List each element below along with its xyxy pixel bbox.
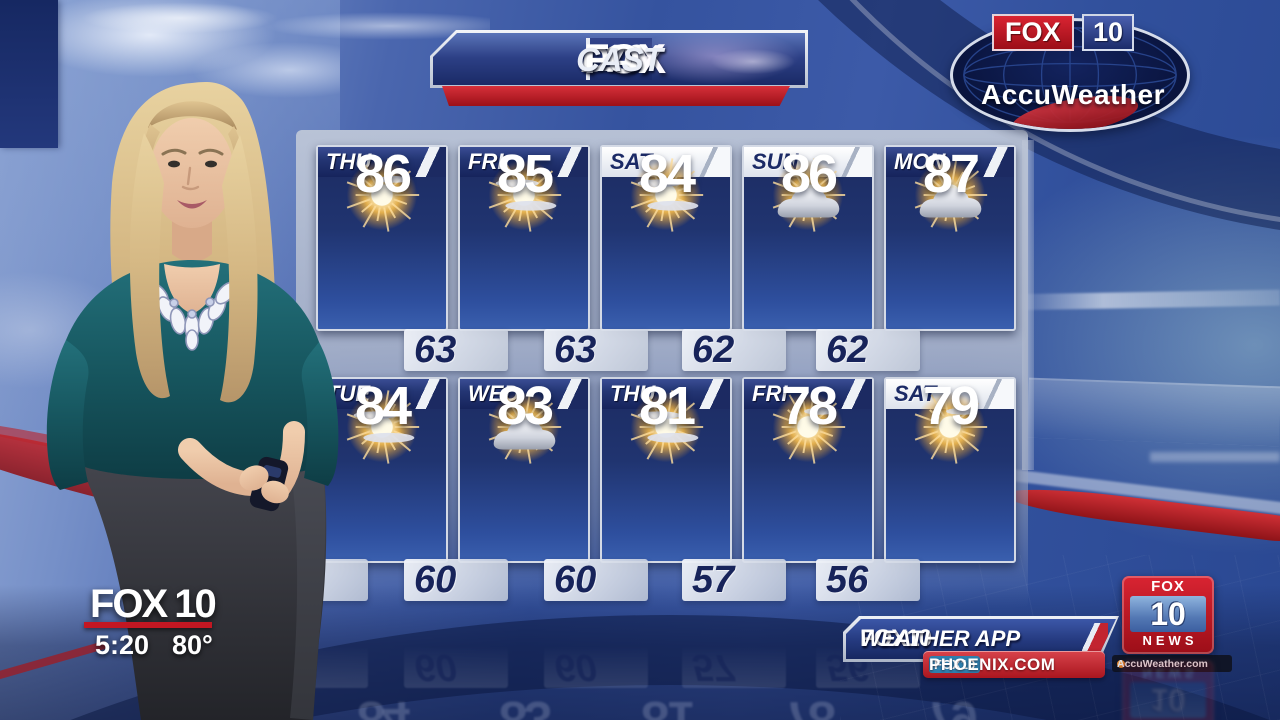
cloud-streaks-top xyxy=(60,0,490,48)
high-temp: 83 xyxy=(496,376,554,436)
low-temp-tab: 60 xyxy=(404,559,508,601)
corner-block-top-left xyxy=(0,0,58,148)
high-temp-reflection: 81 xyxy=(641,691,691,720)
light-streak-right-2 xyxy=(1150,452,1280,462)
promo-label: WEATHER APP xyxy=(860,626,1021,651)
low-temp: 63 xyxy=(414,328,457,371)
day-label: FRI xyxy=(752,381,788,406)
partly-cloudy-icon xyxy=(744,149,872,241)
mostly-sunny-icon xyxy=(602,381,730,473)
orange-dot-icon xyxy=(1117,659,1125,668)
forecast-card-thu: THU 81 xyxy=(600,377,732,563)
fox10-news-badge: FOX 10 NEWS xyxy=(1122,576,1214,654)
weather-presenter xyxy=(22,78,358,720)
fox-box: FOX xyxy=(992,14,1074,51)
forecast-card-sun: SUN 86 xyxy=(742,145,874,331)
presenter-face xyxy=(150,118,234,228)
bug-fox: FOX xyxy=(90,582,168,626)
partly-cloudy-icon xyxy=(460,381,588,473)
website-pill: FOX10 PHOENIX.COM xyxy=(923,651,1105,678)
title-banner-core: 10 DAY FOX CAST xyxy=(433,33,805,85)
accuweather-url: AccuWeather.com xyxy=(1117,657,1208,670)
ten-box: 10 xyxy=(1082,14,1135,51)
low-temp-tab: 57 xyxy=(682,559,786,601)
high-temp-reflection: 78 xyxy=(783,691,833,720)
low-temp-reflection: 60 xyxy=(404,646,508,689)
forecast-card-fri: FRI 78 xyxy=(742,377,874,563)
low-temp: 57 xyxy=(692,558,735,601)
low-temp-reflection: 57 xyxy=(682,646,786,689)
accuweather-badge: AccuWeather FOX 10 xyxy=(950,14,1194,136)
station-bug-underline xyxy=(84,622,212,628)
presenter-smile xyxy=(177,200,207,209)
low-temp-tab: 63 xyxy=(404,329,508,371)
high-temp: 84 xyxy=(638,144,696,204)
low-temp-tab: 62 xyxy=(682,329,786,371)
high-temp: 84 xyxy=(354,376,412,436)
news-ten: 10 xyxy=(1130,596,1206,632)
day-label: FRI xyxy=(468,149,504,174)
low-temp: 63 xyxy=(554,328,597,371)
news-badge-reflection: FOX 10 NEWS xyxy=(1122,660,1214,720)
high-temp: 87 xyxy=(922,144,980,204)
clock-time: 5:20 xyxy=(95,630,150,660)
low-temp-reflection: 60 xyxy=(544,646,648,689)
forecast-card-sat: SAT 84 xyxy=(600,145,732,331)
promo-station: FOX10 xyxy=(860,625,932,652)
low-temp: 60 xyxy=(554,558,597,601)
accuweather-url-strip: AccuWeather.com xyxy=(1112,655,1232,672)
sunny-icon xyxy=(744,381,872,473)
presenter-sweater xyxy=(62,260,328,480)
url-station-chip: FOX10 xyxy=(929,656,981,673)
high-temp: 81 xyxy=(638,376,696,436)
current-temp: 80° xyxy=(172,630,213,660)
low-temp: 62 xyxy=(692,328,735,371)
high-temp-reflection: 83 xyxy=(499,691,549,720)
high-temp: 86 xyxy=(354,144,412,204)
forecast-card-sat: SAT 79 xyxy=(884,377,1016,563)
low-temp-tab: 63 xyxy=(544,329,648,371)
high-temp: 85 xyxy=(496,144,554,204)
low-temp-tab: 60 xyxy=(544,559,648,601)
station-bug-logo: FOX 10 xyxy=(90,582,217,627)
bug-ten: 10 xyxy=(174,582,216,626)
low-temp: 62 xyxy=(826,328,869,371)
presenter-skirt xyxy=(74,454,327,720)
high-temp: 86 xyxy=(780,144,838,204)
mostly-sunny-icon xyxy=(602,149,730,241)
low-temp-tab: 56 xyxy=(816,559,920,601)
forecast-card-tue: TUE 84 xyxy=(316,377,448,563)
low-temp-tab: 62 xyxy=(816,329,920,371)
accuweather-wordmark: AccuWeather xyxy=(981,79,1165,110)
forecast-card-thu: THU 86 xyxy=(316,145,448,331)
forecast-card-fri: FRI 85 xyxy=(458,145,590,331)
forecast-card-mon: MON 87 xyxy=(884,145,1016,331)
news-ten: 10 xyxy=(1130,682,1206,718)
title-banner-red-bar xyxy=(442,86,790,106)
high-temp-reflection: 79 xyxy=(925,691,975,720)
title-banner: 10 DAY FOX CAST xyxy=(430,30,808,88)
mostly-sunny-icon xyxy=(318,381,446,473)
high-temp: 79 xyxy=(922,376,980,436)
news-word: NEWS xyxy=(1142,633,1198,648)
news-word: NEWS xyxy=(1142,666,1198,681)
low-temp: 60 xyxy=(414,558,457,601)
banner-cast: CAST xyxy=(576,40,663,78)
mostly-sunny-icon xyxy=(460,149,588,241)
news-fox: FOX xyxy=(1151,578,1185,595)
url-text: PHOENIX.COM xyxy=(929,654,1056,674)
sunny-icon xyxy=(886,381,1014,473)
high-temp: 78 xyxy=(780,376,838,436)
forecast-card-wed: WED 83 xyxy=(458,377,590,563)
partly-cloudy-icon xyxy=(886,149,1014,241)
sunny-icon xyxy=(318,149,446,241)
low-temp: 56 xyxy=(826,558,869,601)
